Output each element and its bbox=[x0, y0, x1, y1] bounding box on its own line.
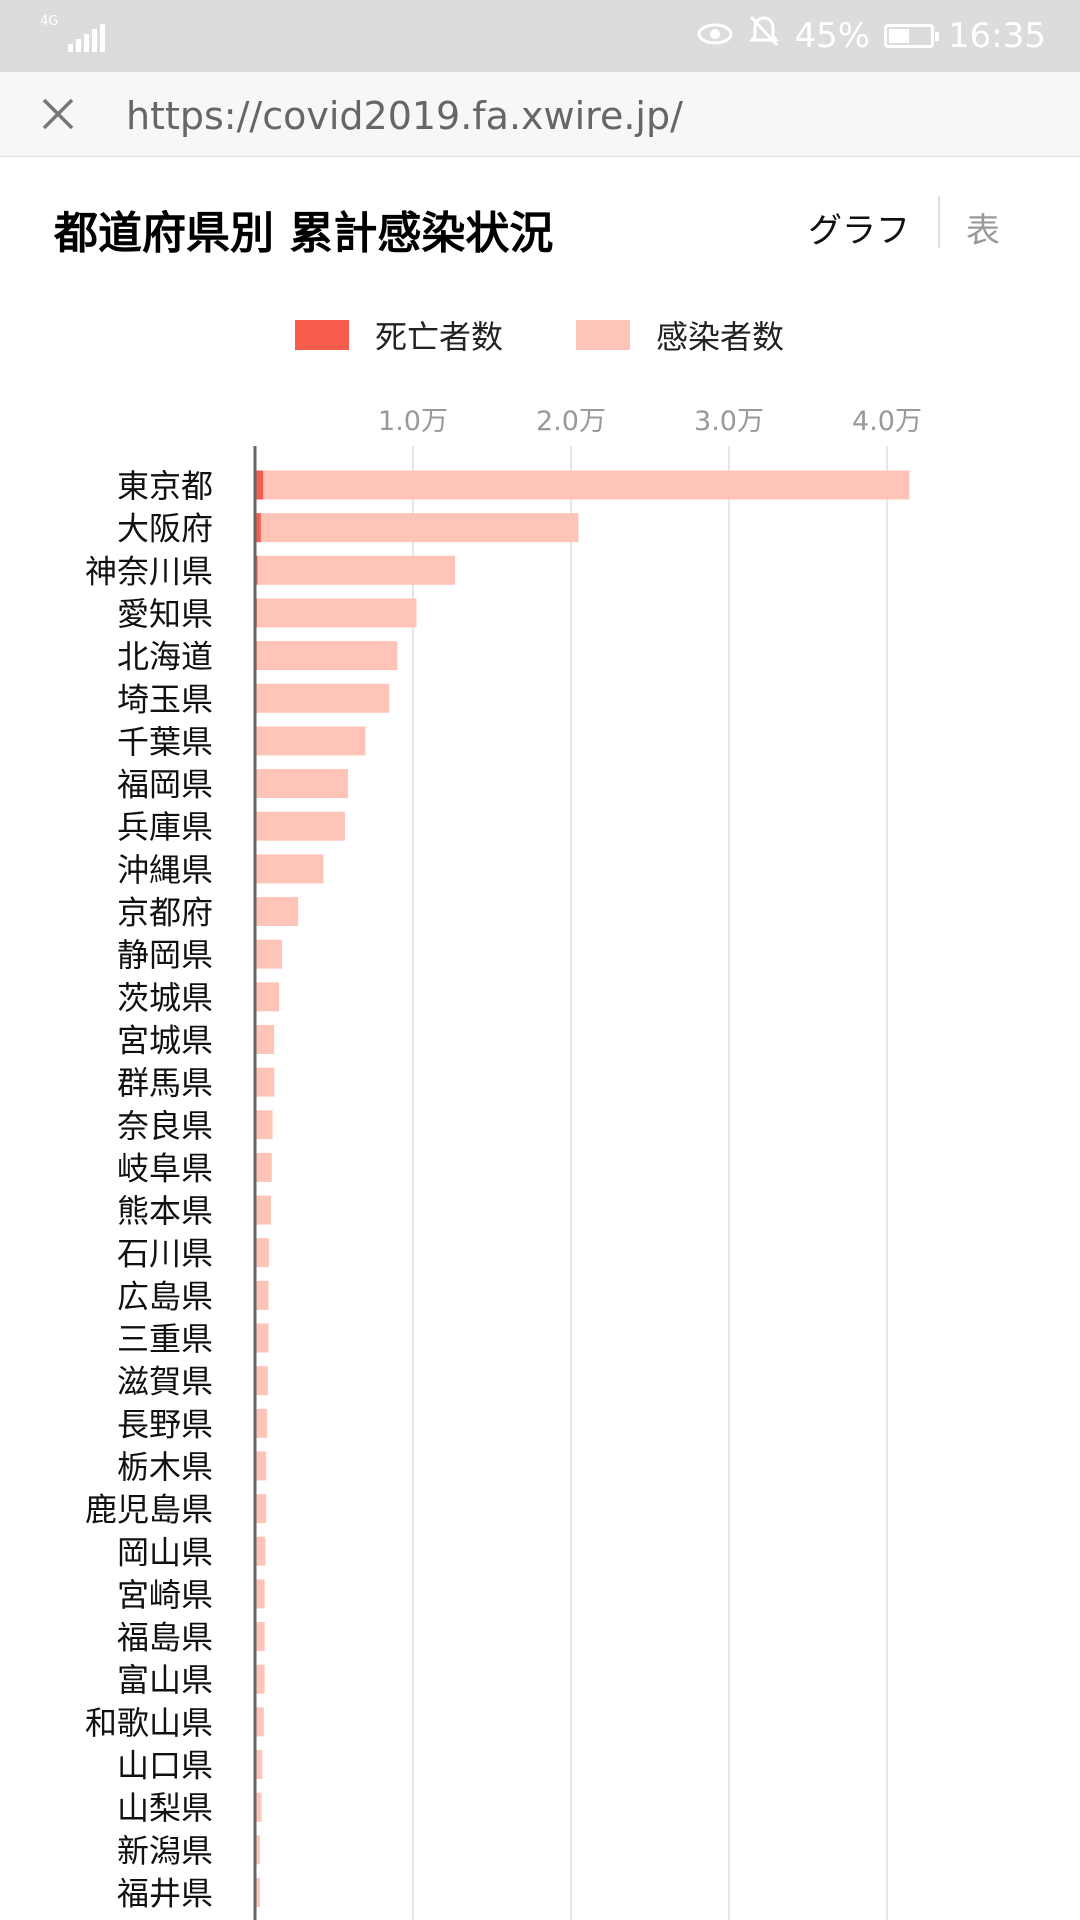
bar-infections bbox=[255, 1792, 262, 1822]
legend-swatch-infections bbox=[576, 320, 630, 350]
y-category-label: 栃木県 bbox=[117, 1448, 213, 1486]
y-category-label: 沖縄県 bbox=[117, 851, 213, 889]
y-category-label: 神奈川県 bbox=[85, 552, 213, 590]
y-category-label: 福島県 bbox=[117, 1619, 213, 1657]
bar-infections bbox=[255, 1494, 267, 1524]
bar-infections bbox=[255, 1750, 263, 1779]
y-category-label: 千葉県 bbox=[117, 723, 213, 761]
y-category-label: 静岡県 bbox=[117, 936, 213, 974]
eye-icon bbox=[696, 16, 734, 56]
signal-icon bbox=[68, 24, 105, 52]
url-text[interactable]: https://covid2019.fa.xwire.jp/ bbox=[126, 94, 683, 138]
y-category-label: 宮崎県 bbox=[117, 1576, 213, 1614]
y-category-label: 大阪府 bbox=[117, 510, 213, 548]
y-category-label: 石川県 bbox=[117, 1235, 213, 1273]
y-category-label: 北海道 bbox=[117, 638, 213, 676]
y-category-label: 福井県 bbox=[117, 1874, 213, 1912]
battery-percent: 45% bbox=[794, 15, 871, 56]
bar-infections bbox=[257, 555, 456, 585]
bar-infections bbox=[255, 854, 324, 884]
bar-infections bbox=[263, 470, 910, 500]
legend-item-infections: 感染者数 bbox=[576, 312, 784, 358]
bar-infections bbox=[255, 1622, 265, 1652]
x-tick-label: 2.0万 bbox=[536, 406, 606, 437]
bar-infections bbox=[255, 1024, 275, 1054]
tab-graph[interactable]: グラフ bbox=[808, 211, 910, 251]
bar-infections bbox=[255, 982, 280, 1012]
bar-infections bbox=[256, 683, 390, 713]
bar-infections bbox=[255, 897, 299, 926]
bar-infections bbox=[255, 939, 283, 969]
network-type: 4G bbox=[40, 14, 59, 29]
bar-infections bbox=[255, 1536, 266, 1566]
legend-item-deaths: 死亡者数 bbox=[295, 312, 503, 358]
y-category-label: 鹿児島県 bbox=[85, 1491, 213, 1529]
y-category-label: 福岡県 bbox=[117, 766, 213, 804]
y-category-label: 広島県 bbox=[117, 1277, 213, 1315]
y-category-label: 奈良県 bbox=[117, 1107, 213, 1145]
tab-divider bbox=[938, 196, 940, 248]
y-category-label: 兵庫県 bbox=[117, 808, 213, 846]
y-category-label: 茨城県 bbox=[117, 979, 213, 1017]
bar-infections bbox=[255, 1110, 273, 1140]
legend-label-deaths: 死亡者数 bbox=[375, 318, 504, 356]
y-category-label: 三重県 bbox=[117, 1320, 213, 1358]
y-category-label: 山口県 bbox=[117, 1747, 213, 1785]
y-category-label: 滋賀県 bbox=[117, 1363, 213, 1401]
status-bar: 4G 45% 16:35 bbox=[0, 0, 1080, 72]
y-category-label: 熊本県 bbox=[117, 1192, 213, 1230]
y-category-label: 山梨県 bbox=[117, 1789, 213, 1827]
bar-infections bbox=[255, 1579, 265, 1609]
bar-infections bbox=[256, 598, 417, 628]
bar-infections bbox=[256, 641, 398, 671]
bar-infections bbox=[255, 1877, 260, 1907]
bar-infections bbox=[255, 1408, 268, 1438]
y-category-label: 京都府 bbox=[117, 894, 213, 932]
x-tick-label: 4.0万 bbox=[852, 406, 922, 437]
y-category-label: 愛知県 bbox=[117, 595, 213, 633]
bar-infections bbox=[255, 1323, 269, 1353]
bar-infections bbox=[256, 811, 345, 841]
bar-infections bbox=[255, 1451, 267, 1481]
y-category-label: 岡山県 bbox=[117, 1533, 213, 1571]
battery-icon bbox=[884, 23, 940, 48]
x-tick-label: 1.0万 bbox=[378, 406, 448, 437]
y-category-label: 東京都 bbox=[117, 467, 213, 505]
y-category-label: 群馬県 bbox=[117, 1064, 213, 1102]
y-category-label: 岐阜県 bbox=[117, 1149, 213, 1187]
y-category-label: 埼玉県 bbox=[117, 680, 213, 718]
bar-infections bbox=[255, 1366, 268, 1396]
bar-infections bbox=[256, 769, 348, 799]
bar-infections bbox=[255, 1664, 265, 1694]
clock: 16:35 bbox=[948, 15, 1046, 56]
bar-infections bbox=[255, 1067, 275, 1097]
bar-infections bbox=[256, 726, 366, 756]
y-category-label: 長野県 bbox=[117, 1405, 213, 1443]
bar-infections bbox=[260, 513, 579, 543]
bar-infections bbox=[255, 1280, 269, 1310]
bar-infections bbox=[255, 1707, 264, 1737]
tab-table[interactable]: 表 bbox=[966, 211, 1000, 251]
bar-deaths bbox=[255, 513, 261, 543]
legend-label-infections: 感染者数 bbox=[656, 318, 785, 356]
y-category-label: 新潟県 bbox=[117, 1832, 213, 1870]
x-tick-label: 3.0万 bbox=[694, 406, 764, 437]
browser-url-bar: https://covid2019.fa.xwire.jp/ bbox=[0, 72, 1080, 157]
bar-infections bbox=[255, 1195, 271, 1225]
y-category-label: 宮城県 bbox=[117, 1021, 213, 1059]
page-title: 都道府県別 累計感染状況 bbox=[54, 208, 554, 259]
bar-infections bbox=[255, 1835, 260, 1865]
bar-chart: 1.0万 2.0万 3.0万 4.0万東京都大阪府神奈川県愛知県北海道埼玉県千葉県福岡… bbox=[85, 406, 922, 1920]
bar-infections bbox=[255, 1238, 269, 1268]
bell-off-icon bbox=[748, 14, 780, 57]
y-category-label: 富山県 bbox=[117, 1661, 213, 1699]
bar-infections bbox=[255, 1152, 272, 1182]
y-category-label: 和歌山県 bbox=[85, 1704, 213, 1742]
close-icon[interactable] bbox=[38, 94, 78, 134]
legend-swatch-deaths bbox=[295, 320, 349, 350]
bar-deaths bbox=[255, 470, 264, 500]
